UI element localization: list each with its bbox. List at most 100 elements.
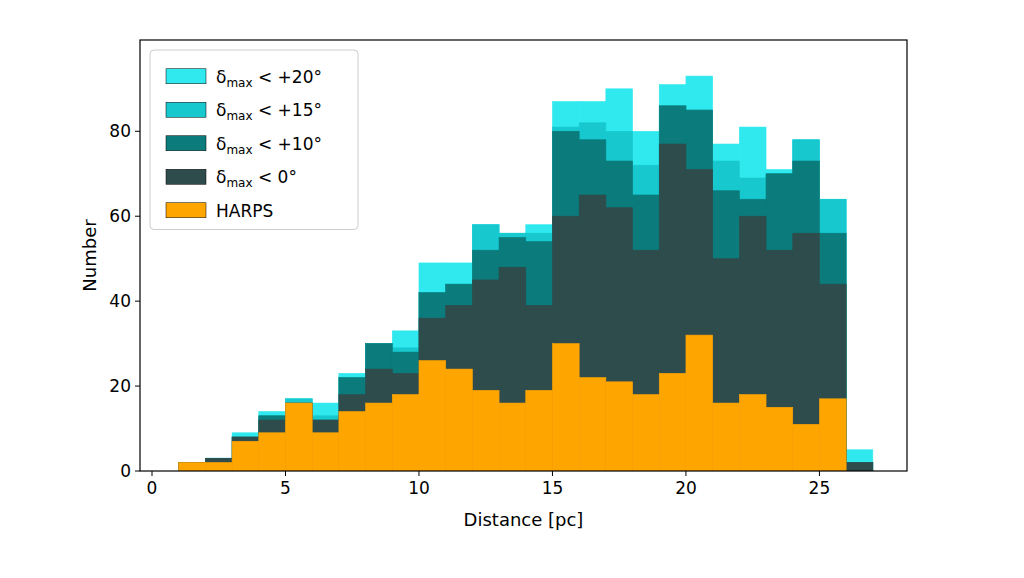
hist-bar	[713, 259, 740, 471]
hist-bar	[205, 458, 232, 471]
x-tick	[418, 471, 419, 476]
hist-bar	[606, 382, 633, 471]
hist-bar	[739, 216, 766, 471]
hist-bar	[419, 263, 446, 471]
hist-bar	[633, 165, 660, 471]
hist-bar	[713, 161, 740, 471]
hist-bar	[686, 335, 713, 471]
hist-bar	[739, 127, 766, 471]
hist-bar	[205, 458, 232, 471]
hist-bar	[713, 191, 740, 471]
hist-bar	[793, 424, 820, 471]
hist-bar	[446, 284, 473, 471]
hist-bar	[686, 110, 713, 471]
legend: δmax < +20°δmax < +15°δmax < +10°δmax < …	[150, 50, 358, 230]
hist-bar	[766, 174, 793, 471]
hist-bar	[846, 463, 873, 471]
hist-bar	[552, 344, 579, 471]
hist-bar	[446, 305, 473, 471]
hist-bar	[499, 267, 526, 471]
y-tick-label: 80	[109, 121, 131, 141]
hist-bar	[579, 195, 606, 471]
y-tick	[135, 131, 140, 132]
x-tick	[552, 471, 553, 476]
hist-bar	[686, 110, 713, 471]
y-tick-label: 60	[109, 206, 131, 226]
hist-bar	[526, 305, 553, 471]
hist-bar	[659, 85, 686, 471]
hist-bar	[713, 144, 740, 471]
hist-bar	[259, 416, 286, 471]
legend-swatch	[166, 136, 206, 151]
hist-bar	[633, 395, 660, 471]
y-tick	[135, 216, 140, 217]
hist-bar	[232, 437, 259, 471]
hist-bar	[366, 344, 393, 471]
hist-bar	[312, 420, 339, 471]
hist-bar	[659, 144, 686, 471]
hist-bar	[686, 170, 713, 471]
hist-bar	[366, 344, 393, 471]
hist-bar	[606, 131, 633, 471]
hist-bar	[419, 361, 446, 471]
legend-label: δmax < +20°	[216, 67, 322, 90]
hist-bar	[793, 140, 820, 471]
hist-bar	[579, 123, 606, 471]
hist-bar	[499, 233, 526, 471]
hist-bar	[205, 458, 232, 471]
hist-bar	[392, 331, 419, 471]
hist-bar	[366, 344, 393, 471]
hist-bar	[392, 373, 419, 471]
hist-bar	[392, 352, 419, 471]
x-tick-label: 5	[280, 478, 291, 498]
hist-bar	[526, 225, 553, 471]
hist-bar	[579, 140, 606, 471]
hist-bar	[819, 199, 846, 471]
chart: 0510152025020406080Distance [pc]Numberδm…	[0, 0, 1024, 578]
hist-bar	[446, 284, 473, 471]
hist-bar	[579, 378, 606, 471]
legend-label: HARPS	[216, 201, 273, 221]
hist-bar	[606, 161, 633, 471]
hist-bar	[446, 369, 473, 471]
hist-bar	[846, 463, 873, 471]
x-axis-label: Distance [pc]	[464, 509, 584, 530]
hist-bar	[686, 76, 713, 471]
hist-bar	[633, 250, 660, 471]
hist-bar	[392, 395, 419, 471]
hist-bar	[312, 420, 339, 471]
hist-bar	[392, 348, 419, 471]
hist-bar	[259, 433, 286, 471]
hist-bar	[819, 233, 846, 471]
hist-bar	[552, 102, 579, 471]
legend-label: δmax < +15°	[216, 100, 322, 123]
x-tick	[152, 471, 153, 476]
legend-swatch	[166, 169, 206, 184]
hist-bar	[633, 131, 660, 471]
hist-bar	[659, 106, 686, 471]
hist-bar	[766, 407, 793, 471]
hist-bar	[793, 161, 820, 471]
hist-bar	[339, 412, 366, 471]
hist-bar	[285, 399, 312, 471]
x-tick	[819, 471, 820, 476]
hist-bar	[339, 395, 366, 471]
x-tick-label: 25	[809, 478, 831, 498]
hist-bar	[472, 225, 499, 471]
hist-bar	[526, 390, 553, 471]
hist-bar	[179, 463, 206, 471]
hist-bar	[766, 170, 793, 471]
hist-bar	[312, 403, 339, 471]
hist-bar	[579, 102, 606, 471]
hist-bar	[766, 174, 793, 471]
hist-bar	[472, 280, 499, 471]
series	[179, 335, 846, 471]
hist-bar	[232, 437, 259, 471]
y-tick	[135, 386, 140, 387]
hist-bar	[285, 403, 312, 471]
hist-bar	[606, 89, 633, 471]
hist-bar	[366, 369, 393, 471]
hist-bar	[285, 399, 312, 471]
hist-bar	[846, 463, 873, 471]
hist-bar	[366, 403, 393, 471]
